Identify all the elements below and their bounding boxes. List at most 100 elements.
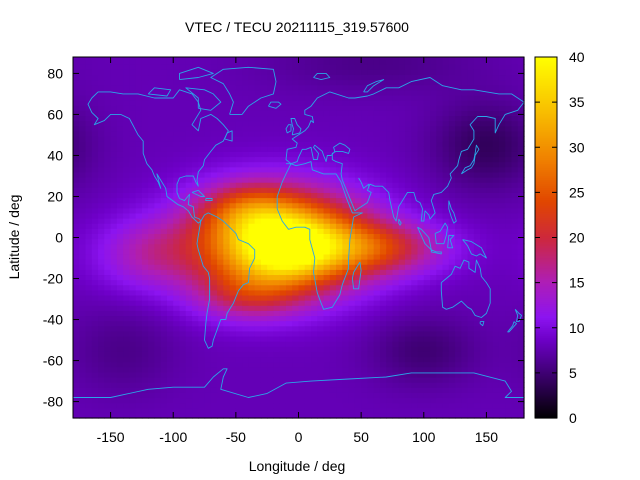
heatmap-cell: [392, 228, 400, 234]
heatmap-cell: [79, 392, 87, 399]
heatmap-cell: [298, 135, 306, 142]
heatmap-cell: [91, 346, 99, 352]
heatmap-cell: [467, 69, 475, 76]
heatmap-cell: [511, 402, 519, 409]
heatmap-cell: [436, 100, 444, 106]
heatmap-cell: [160, 305, 168, 311]
heatmap-cell: [273, 84, 281, 91]
heatmap-cell: [442, 392, 450, 399]
heatmap-cell: [104, 84, 112, 91]
heatmap-cell: [73, 79, 80, 86]
heatmap-cell: [110, 382, 118, 388]
heatmap-cell: [386, 233, 394, 240]
heatmap-cell: [110, 356, 118, 363]
heatmap-cell: [204, 135, 212, 142]
heatmap-cell: [342, 100, 350, 106]
heatmap-cell: [185, 264, 193, 270]
heatmap-cell: [348, 259, 356, 265]
heatmap-cell: [311, 412, 318, 419]
heatmap-cell: [442, 259, 450, 265]
heatmap-cell: [311, 341, 318, 347]
heatmap-cell: [348, 207, 356, 214]
heatmap-cell: [455, 100, 462, 106]
heatmap-cell: [292, 84, 300, 91]
heatmap-cell: [123, 228, 130, 234]
heatmap-cell: [91, 94, 99, 101]
heatmap-cell: [185, 361, 193, 368]
heatmap-cell: [492, 207, 500, 214]
heatmap-cell: [323, 366, 331, 373]
heatmap-cell: [361, 176, 368, 183]
heatmap-cell: [298, 259, 306, 265]
heatmap-cell: [480, 197, 488, 204]
heatmap-cell: [304, 366, 312, 373]
heatmap-cell: [329, 64, 337, 70]
heatmap-cell: [116, 300, 124, 306]
heatmap-cell: [223, 105, 231, 111]
heatmap-cell: [273, 253, 281, 260]
heatmap-cell: [455, 120, 462, 127]
heatmap-cell: [455, 218, 462, 224]
heatmap-cell: [430, 202, 437, 209]
heatmap-cell: [392, 300, 400, 306]
heatmap-cell: [129, 412, 137, 419]
heatmap-cell: [336, 223, 343, 229]
heatmap-cell: [135, 192, 143, 199]
heatmap-cell: [430, 197, 437, 204]
heatmap-cell: [229, 120, 237, 127]
heatmap-cell: [104, 212, 112, 219]
heatmap-cell: [198, 351, 206, 358]
heatmap-cell: [505, 248, 513, 255]
heatmap-cell: [473, 228, 481, 234]
heatmap-cell: [467, 407, 475, 414]
heatmap-cell: [398, 187, 406, 193]
heatmap-cell: [317, 382, 325, 388]
heatmap-cell: [185, 182, 193, 188]
heatmap-cell: [423, 141, 431, 147]
heatmap-cell: [223, 59, 231, 65]
heatmap-cell: [192, 248, 199, 255]
heatmap-cell: [141, 402, 149, 409]
heatmap-cell: [430, 182, 437, 188]
heatmap-cell: [436, 120, 444, 127]
heatmap-cell: [467, 284, 475, 291]
heatmap-cell: [404, 366, 412, 373]
heatmap-cell: [179, 371, 187, 378]
heatmap-cell: [430, 264, 437, 270]
heatmap-cell: [486, 84, 494, 91]
heatmap-cell: [260, 156, 268, 163]
heatmap-cell: [110, 161, 118, 168]
heatmap-cell: [79, 89, 87, 96]
heatmap-cell: [273, 264, 281, 270]
heatmap-cell: [367, 156, 375, 163]
heatmap-cell: [461, 130, 469, 137]
heatmap-cell: [417, 376, 425, 383]
heatmap-cell: [442, 151, 450, 158]
heatmap-cell: [116, 130, 124, 137]
heatmap-cell: [298, 330, 306, 337]
heatmap-cell: [455, 74, 462, 81]
heatmap-cell: [248, 259, 256, 265]
heatmap-cell: [123, 310, 130, 317]
heatmap-cell: [129, 207, 137, 214]
heatmap-cell: [154, 310, 162, 317]
heatmap-cell: [166, 274, 174, 281]
heatmap-cell: [79, 115, 87, 122]
heatmap-cell: [342, 151, 350, 158]
heatmap-cell: [179, 228, 187, 234]
heatmap-cell: [373, 233, 381, 240]
heatmap-cell: [179, 289, 187, 296]
heatmap-cell: [311, 89, 318, 96]
heatmap-cell: [217, 259, 224, 265]
heatmap-cell: [404, 115, 412, 122]
heatmap-cell: [104, 105, 112, 111]
heatmap-cell: [279, 110, 287, 117]
heatmap-cell: [185, 187, 193, 193]
heatmap-cell: [185, 397, 193, 404]
heatmap-cell: [229, 156, 237, 163]
heatmap-cell: [442, 166, 450, 173]
heatmap-cell: [204, 161, 212, 168]
heatmap-cell: [210, 218, 218, 224]
heatmap-cell: [498, 253, 506, 260]
heatmap-cell: [342, 218, 350, 224]
